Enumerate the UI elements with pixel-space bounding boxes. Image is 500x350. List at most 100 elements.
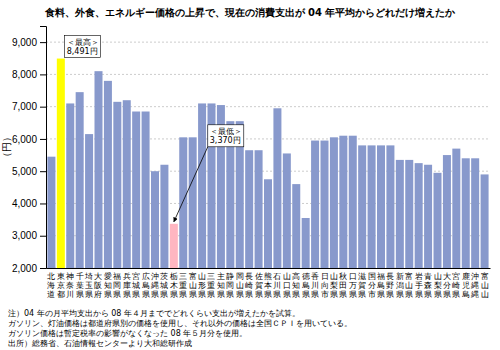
bar (245, 150, 253, 268)
annotation-text: 8,491円 (67, 47, 98, 56)
category-label: 徳島県 (302, 272, 310, 299)
tick: 4,000 (12, 198, 46, 209)
category-label: 長崎県 (245, 272, 253, 299)
category-label: 宮崎県 (452, 272, 460, 299)
tick-mark (40, 74, 46, 75)
bar (377, 145, 385, 268)
bar (462, 158, 470, 268)
category-label: 埼玉県 (84, 272, 93, 299)
tick-mark (40, 268, 46, 269)
tick-mark (40, 139, 46, 140)
bar (264, 179, 272, 268)
grid-line (46, 74, 490, 75)
bar (123, 100, 131, 268)
plot: 2,0003,0004,0005,0006,0007,0008,0009,000… (12, 27, 491, 300)
category-label: 石川県 (273, 272, 281, 299)
category-label: 日向市 (321, 272, 329, 299)
category-label: 兵庫県 (123, 272, 131, 299)
category-label: 栃木県 (170, 272, 178, 299)
category-label: 神奈川 (66, 272, 74, 299)
bar (94, 71, 102, 268)
bar (189, 137, 197, 268)
category-label: 山口県 (283, 272, 291, 299)
bar (198, 103, 206, 268)
tick-label: 5,000 (12, 166, 37, 177)
tick-label: 9,000 (12, 37, 37, 48)
bar (255, 150, 263, 268)
bar (273, 108, 281, 268)
category-label: 山梨県 (434, 272, 442, 299)
tick: 8,000 (12, 69, 46, 80)
category-label: 長野県 (386, 272, 394, 299)
bar (349, 136, 357, 268)
bar (311, 141, 319, 268)
chart: 食料、外食、エネルギー価格の上昇で、現在の消費支出が 04 年平均からどれだけ増… (0, 0, 500, 350)
category-label: 滋賀県 (358, 272, 366, 299)
bar (283, 153, 291, 268)
category-label: 三重県 (179, 272, 187, 299)
category-label: 宮城県 (131, 272, 140, 299)
axis-line (40, 27, 47, 269)
category-label: 佐賀県 (255, 272, 263, 299)
bar (481, 174, 489, 268)
tick-mark (40, 107, 46, 108)
category-label: 主知県 (217, 272, 225, 299)
note: ガソリン価格は暫定税率の影響がなくなった 08 年５月分を使用。 (8, 329, 247, 338)
bar (57, 59, 65, 268)
tick: 3,000 (12, 230, 46, 241)
annotations: ＜最高＞8,491円＜最低＞3,370円 (65, 36, 244, 222)
bar (386, 145, 394, 268)
tick-mark (40, 236, 46, 237)
category-label: 大阪府 (94, 272, 102, 299)
grid-line (46, 138, 490, 139)
category-label: 国分市 (368, 272, 376, 299)
bar (452, 149, 460, 268)
bar (433, 173, 441, 268)
title: 食料、外食、エネルギー価格の上昇で、現在の消費支出が 04 年平均からどれだけ増… (44, 7, 457, 19)
category-label: 熊本県 (264, 272, 272, 299)
y-axis: 2,0003,0004,0005,0006,0007,0008,0009,000 (12, 27, 47, 274)
bar (104, 81, 112, 268)
category-label: 静岡県 (226, 272, 234, 299)
bar (339, 136, 347, 268)
category-label: 沖縄県 (150, 272, 159, 299)
category-label: 岡山県 (236, 272, 244, 299)
annotation-arrow (174, 147, 208, 222)
tick: 7,000 (12, 101, 46, 112)
bar (113, 102, 121, 268)
category-label: 山形県 (198, 272, 206, 299)
bars (47, 59, 488, 268)
category-label: 富山山 (481, 272, 489, 299)
category-label: 三重県 (207, 272, 215, 299)
category-label: 新潟県 (396, 272, 404, 299)
bar (405, 160, 413, 268)
note: ガソリン、灯油価格は都道府県別の価格を使用し、それ以外の価格は全国ＣＰＩを用いて… (8, 319, 352, 328)
category-label: 茨城県 (159, 272, 168, 299)
tick-label: 6,000 (12, 134, 37, 145)
bar (85, 134, 93, 268)
bar (443, 155, 451, 268)
bar (179, 137, 187, 268)
y-axis-title: （円） (1, 132, 12, 162)
bar (330, 137, 338, 268)
bar (142, 112, 150, 268)
bar (160, 165, 168, 268)
grid-line (46, 171, 490, 172)
bar (47, 157, 55, 268)
category-label: 富山県 (405, 272, 413, 299)
category-label: 福岡県 (113, 272, 121, 299)
category-label: 鹿児島 (462, 272, 470, 299)
annotation-text: ＜最高＞ (67, 38, 99, 47)
bar (415, 163, 423, 268)
tick-label: 3,000 (12, 230, 37, 241)
category-label: 岩手県 (415, 272, 423, 299)
bar (302, 218, 310, 268)
grid (46, 42, 490, 268)
category-label: 広島県 (142, 272, 150, 299)
annotation-box (208, 125, 244, 147)
tick-mark (40, 42, 46, 43)
bar (396, 160, 404, 268)
category-label: 北海道 (47, 272, 55, 299)
axis-line (47, 268, 491, 269)
tick: 9,000 (12, 37, 46, 48)
